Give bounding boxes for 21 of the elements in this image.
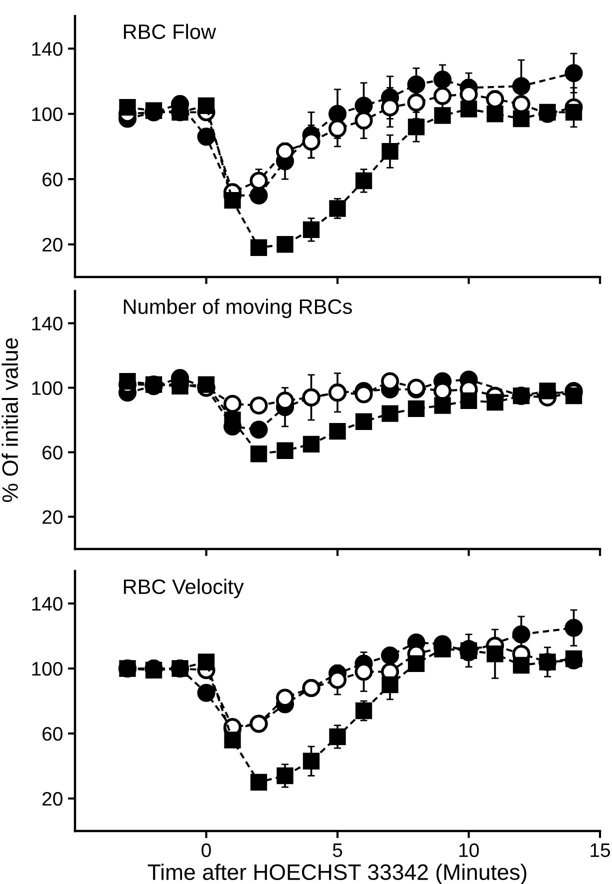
y-tick-label: 140 (32, 596, 62, 611)
x-tick-label: 0 (202, 843, 211, 858)
y-tick-label: 100 (32, 662, 62, 676)
y-tick-label: 140 (32, 42, 62, 56)
y-tick-label: 20 (42, 792, 62, 806)
chart-title: RBC Flow (124, 24, 216, 40)
x-axis-title: Time after HOECHST 33342 (Minutes) (148, 864, 526, 884)
y-tick-label: 140 (32, 316, 62, 330)
y-tick-label: 100 (32, 107, 62, 122)
y-tick-label: 20 (42, 510, 62, 524)
y-tick-label: 60 (42, 446, 62, 460)
x-tick-label: 15 (590, 844, 610, 858)
y-tick-label: 60 (42, 172, 62, 186)
chart-title: RBC Velocity (124, 578, 244, 598)
y-tick-label: 20 (42, 238, 62, 252)
y-axis-title: % Of initial value (2, 338, 18, 502)
y-tick-label: 60 (42, 726, 62, 741)
x-tick-label: 10 (459, 843, 479, 858)
y-tick-label: 100 (32, 381, 62, 395)
x-tick-label: 5 (332, 844, 342, 858)
chart-title: Number of moving RBCs (124, 298, 352, 318)
